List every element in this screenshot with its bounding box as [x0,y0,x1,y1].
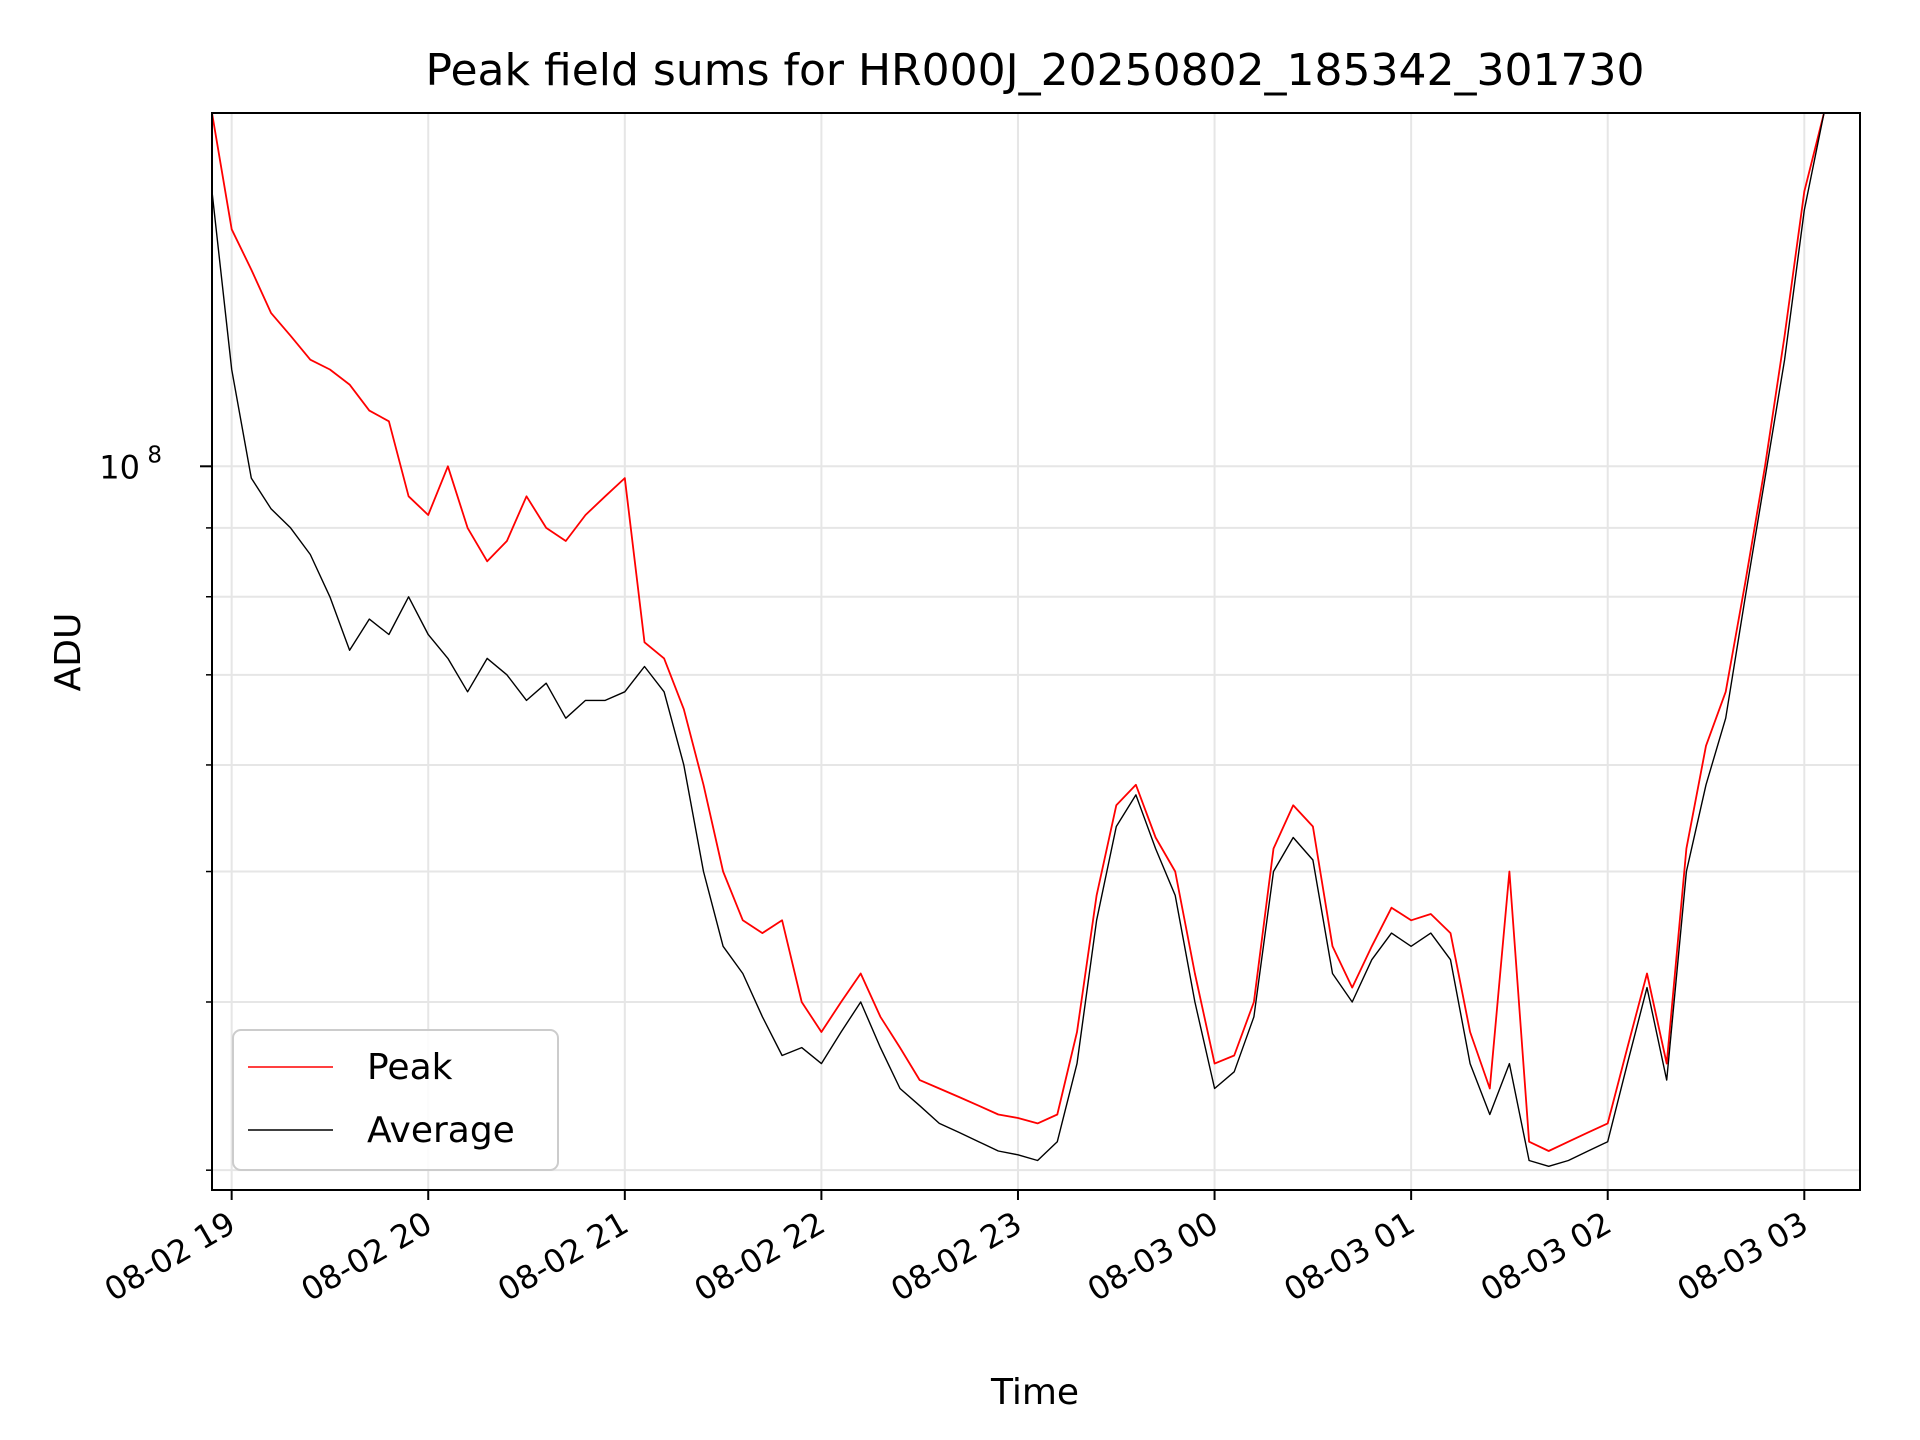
y-axis-label: ADU [48,613,89,692]
y-tick-label-base: 10 [99,448,140,486]
y-axis-ticks: 10 8 [99,442,212,1171]
legend: Peak Average [232,1029,559,1171]
y-tick-label: 10 [99,448,140,486]
series-layer [212,113,1825,1168]
series-line-peak [212,113,1825,1152]
legend-label-average: Average [367,1110,515,1151]
legend-label-peak: Peak [367,1047,453,1088]
chart-title: Peak field sums for HR000J_20250802_1853… [426,45,1645,96]
legend-box [232,1029,559,1171]
y-tick-label-exponent: 8 [147,442,162,468]
x-axis-label: Time [990,1372,1079,1413]
series-line-average [212,113,1825,1168]
plot-frame [211,112,1861,1191]
